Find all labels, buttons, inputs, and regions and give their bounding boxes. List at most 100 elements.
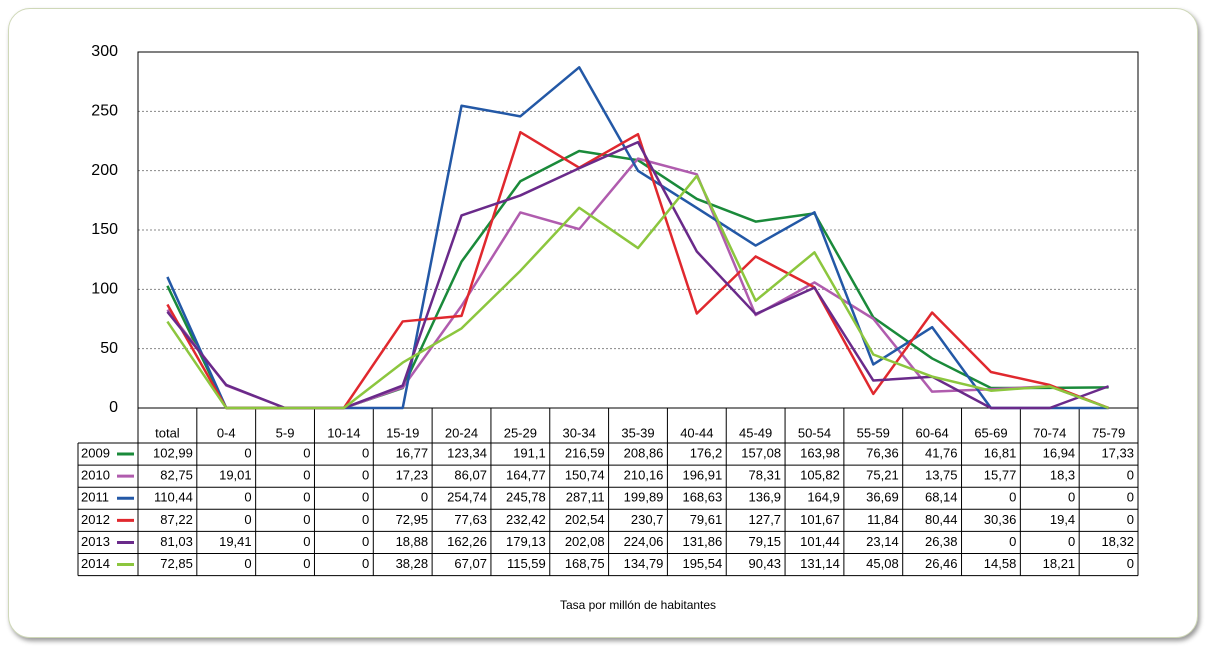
table-value: 101,67	[800, 512, 840, 527]
table-value: 0	[244, 556, 251, 571]
table-value: 0	[362, 556, 369, 571]
legend-label: 2012	[81, 512, 110, 527]
table-value: 45,08	[866, 556, 899, 571]
series-line	[166, 130, 1110, 410]
table-value: 0	[303, 468, 310, 483]
table-value: 208,86	[624, 445, 664, 460]
table-value: 87,22	[160, 512, 193, 527]
table-value: 86,07	[454, 468, 487, 483]
table-value: 18,32	[1101, 534, 1134, 549]
table-value: 168,75	[565, 556, 605, 571]
table-value: 230,7	[631, 512, 664, 527]
x-tick-label: 30-34	[563, 425, 596, 440]
table-value: 224,06	[624, 534, 664, 549]
y-tick-label: 200	[91, 162, 118, 179]
table-value: 0	[1127, 556, 1134, 571]
chart-frame	[8, 8, 1198, 638]
table-value: 19,01	[219, 468, 252, 483]
table-value: 0	[244, 490, 251, 505]
table-value: 199,89	[624, 490, 664, 505]
table-value: 14,58	[984, 556, 1017, 571]
table-value: 210,16	[624, 468, 664, 483]
table-value: 0	[303, 445, 310, 460]
series-line	[166, 140, 1110, 410]
x-tick-label: 50-54	[798, 425, 831, 440]
table-value: 15,77	[984, 468, 1017, 483]
series-line	[166, 149, 1109, 410]
series-line	[166, 157, 1110, 410]
x-tick-label: 5-9	[276, 425, 295, 440]
table-value: 254,74	[447, 490, 487, 505]
y-tick-label: 300	[91, 43, 118, 60]
table-value: 0	[244, 512, 251, 527]
table-value: 72,85	[160, 556, 193, 571]
table-value: 78,31	[749, 468, 782, 483]
table-value: 11,84	[867, 512, 899, 527]
series-line	[166, 174, 1110, 410]
table-value: 67,07	[454, 556, 487, 571]
table-value: 0	[244, 445, 251, 460]
table-value: 0	[421, 490, 428, 505]
table-value: 16,94	[1043, 445, 1076, 460]
table-value: 123,34	[447, 445, 487, 460]
table-value: 195,54	[682, 556, 722, 571]
table-value: 163,98	[800, 445, 840, 460]
table-value: 0	[362, 468, 369, 483]
x-tick-label: 75-79	[1092, 425, 1125, 440]
table-value: 232,42	[506, 512, 546, 527]
table-value: 164,9	[807, 490, 840, 505]
table-value: 16,77	[396, 445, 429, 460]
table-value: 0	[362, 490, 369, 505]
table-value: 202,54	[565, 512, 605, 527]
table-value: 0	[1068, 534, 1075, 549]
legend-label: 2011	[81, 490, 109, 505]
table-value: 17,23	[396, 468, 429, 483]
table-value: 162,26	[447, 534, 487, 549]
table-value: 105,82	[800, 468, 840, 483]
table-value: 26,46	[925, 556, 958, 571]
table-value: 0	[1009, 490, 1016, 505]
table-value: 38,28	[396, 556, 429, 571]
y-tick-label: 50	[100, 340, 118, 357]
table-value: 79,61	[690, 512, 723, 527]
table-value: 136,9	[749, 490, 782, 505]
y-tick-label: 0	[109, 399, 118, 416]
table-value: 168,63	[682, 490, 722, 505]
table-value: 18,3	[1050, 468, 1075, 483]
table-value: 0	[1009, 534, 1016, 549]
table-value: 176,2	[690, 445, 723, 460]
table-value: 79,15	[749, 534, 782, 549]
legend-label: 2014	[81, 556, 110, 571]
table-value: 82,75	[160, 468, 193, 483]
x-tick-label: 65-69	[974, 425, 1007, 440]
table-value: 16,81	[984, 445, 1017, 460]
table-value: 110,44	[154, 490, 193, 505]
table-value: 81,03	[160, 534, 193, 549]
table-value: 0	[303, 512, 310, 527]
legend-label: 2013	[81, 534, 110, 549]
x-tick-label: 20-24	[445, 425, 478, 440]
table-value: 164,77	[506, 468, 546, 483]
table-value: 0	[362, 512, 369, 527]
table-value: 287,11	[566, 490, 605, 505]
table-value: 0	[1127, 468, 1134, 483]
table-value: 13,75	[925, 468, 958, 483]
y-tick-label: 100	[91, 281, 118, 298]
x-tick-label: total	[155, 425, 180, 440]
table-value: 245,78	[506, 490, 546, 505]
table-value: 18,21	[1043, 556, 1076, 571]
legend-label: 2010	[81, 468, 110, 483]
table-value: 196,91	[682, 468, 722, 483]
table-value: 115,59	[507, 556, 546, 571]
x-tick-label: 45-49	[739, 425, 772, 440]
table-value: 0	[303, 490, 310, 505]
plot-frame	[137, 51, 1139, 409]
series-line	[166, 66, 1109, 410]
x-tick-label: 25-29	[504, 425, 537, 440]
table-value: 36,69	[866, 490, 899, 505]
table-value: 0	[1127, 512, 1134, 527]
y-tick-label: 150	[91, 221, 118, 238]
x-tick-label: 55-59	[857, 425, 890, 440]
